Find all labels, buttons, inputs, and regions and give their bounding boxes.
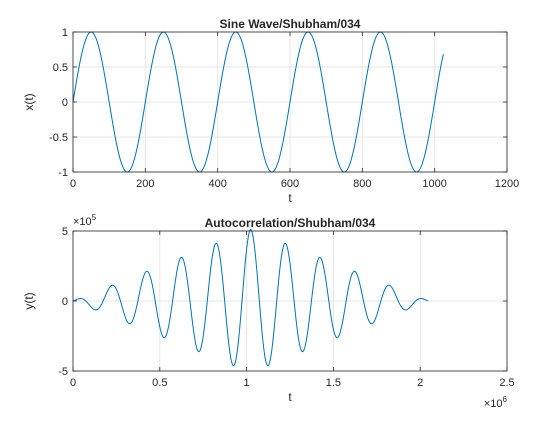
y-tick-label: 0 [62, 296, 68, 308]
chart-title: Sine Wave/Shubham/034 [220, 17, 361, 31]
chart-title: Autocorrelation/Shubham/034 [205, 216, 376, 230]
y-tick-label: 5 [62, 226, 68, 238]
x-axis-label: t [288, 390, 292, 404]
y-tick-label: 1 [62, 27, 68, 39]
y-tick-label: -0.5 [49, 132, 68, 144]
x-exponent: 6 [503, 395, 508, 404]
x-tick-label: 600 [281, 178, 299, 190]
y-tick-label: 0 [62, 97, 68, 109]
y-exponent-label: ×105 [73, 213, 97, 228]
series-line [72, 31, 444, 173]
x-tick-label: 200 [136, 178, 154, 190]
x-axis-label: t [288, 191, 292, 205]
x-tick-label: 1200 [495, 178, 519, 190]
y-tick-label: -1 [58, 167, 68, 179]
x-tick-label: 1.5 [326, 377, 341, 389]
y-exponent: 5 [92, 213, 97, 222]
y-multiplier: ×10 [73, 216, 92, 228]
x-tick-label: 0 [70, 377, 76, 389]
y-axis-label: x(t) [22, 93, 36, 110]
x-tick-label: 1000 [422, 178, 446, 190]
x-tick-label: 2.5 [499, 377, 514, 389]
x-tick-label: 1 [244, 377, 250, 389]
y-axis-label: y(t) [22, 292, 36, 309]
series-line [72, 228, 429, 367]
x-tick-label: 800 [353, 178, 371, 190]
x-tick-label: 2 [417, 377, 423, 389]
x-tick-label: 0.5 [152, 377, 167, 389]
y-tick-label: -5 [58, 366, 68, 378]
y-tick-label: 0.5 [53, 62, 68, 74]
x-tick-label: 400 [208, 178, 226, 190]
x-multiplier: ×10 [484, 398, 503, 410]
axes-1: 0 200 400 600 800 1000 1200 -1 -0.5 0 0.5 1 Sine Wav… [22, 17, 519, 205]
x-tick-label: 0 [70, 178, 76, 190]
axes-2: 0 0.5 1 1.5 2 2.5-505Autocorrelation/Shubham/… [22, 213, 515, 410]
x-exponent-label: ×106 [484, 395, 508, 410]
